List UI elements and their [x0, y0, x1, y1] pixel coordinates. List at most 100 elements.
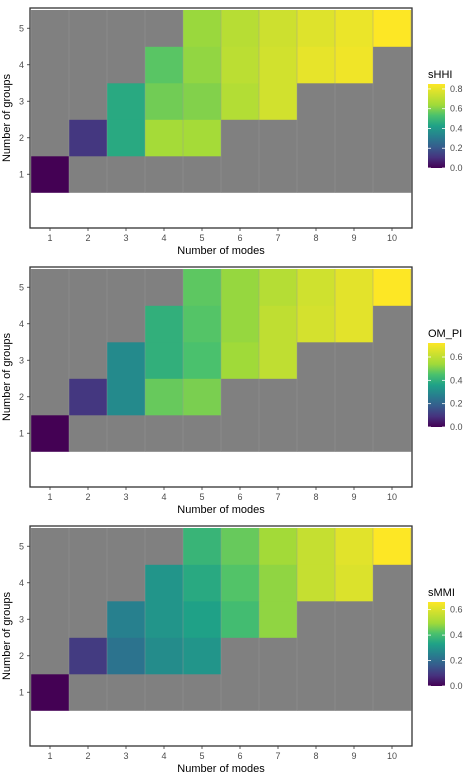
heatmap-cell-na: [31, 83, 70, 120]
x-tick-label: 10: [387, 492, 397, 502]
heatmap-cell: [297, 269, 336, 306]
heatmap-cell-na: [183, 674, 222, 711]
heatmap-cell-na: [145, 10, 184, 47]
heatmap-cell: [297, 305, 336, 343]
heatmap-cell: [69, 378, 108, 416]
heatmap-cell-na: [145, 674, 184, 711]
x-tick-label: 4: [161, 492, 166, 502]
x-tick-label: 9: [351, 233, 356, 243]
heatmap-cell: [373, 528, 412, 565]
x-tick-label: 5: [199, 751, 204, 761]
heatmap-cell: [259, 528, 298, 565]
heatmap-cell-na: [335, 415, 374, 452]
heatmap-cell-na: [373, 83, 412, 120]
heatmap-cell: [259, 83, 298, 120]
heatmap-cell-na: [373, 305, 412, 343]
heatmap-cell: [183, 10, 222, 47]
heatmap-cell: [335, 46, 374, 84]
heatmap-cell: [259, 342, 298, 379]
heatmap-cell-na: [335, 119, 374, 157]
x-axis-ticks: 1 2 3 4 5 6 7 8 9 10: [47, 746, 397, 761]
y-tick-label: 3: [19, 614, 24, 624]
heatmap-cell-na: [31, 637, 70, 675]
y-tick-label: 3: [19, 96, 24, 106]
legend-tick-label: 0.8: [450, 84, 463, 94]
y-tick-label: 2: [19, 651, 24, 661]
legend-colorbar: [428, 343, 445, 427]
heatmap-cell-na: [183, 156, 222, 193]
heatmap-cell-na: [259, 119, 298, 157]
x-tick-label: 8: [313, 751, 318, 761]
legend-ticks: 0.0 0.2 0.4 0.6 0.8: [428, 84, 463, 173]
heatmap-cell: [145, 601, 184, 638]
heatmap-cell: [145, 305, 184, 343]
x-axis-title: Number of modes: [177, 245, 265, 257]
heatmap-cell-na: [221, 415, 260, 452]
legend-tick-label: 0.6: [450, 605, 463, 615]
heatmap-cell-na: [335, 342, 374, 379]
legend-title: sMMI: [428, 587, 455, 599]
heatmap-cell-na: [69, 305, 108, 343]
heatmap-cell-na: [145, 528, 184, 565]
heatmap-cell: [69, 119, 108, 157]
heatmap-cell-na: [221, 637, 260, 675]
legend-tick-label: 0.4: [450, 123, 463, 133]
legend-tick-label: 0.2: [450, 399, 463, 409]
heatmap-cell: [335, 528, 374, 565]
heatmap-cell-na: [335, 637, 374, 675]
heatmap-cell: [335, 305, 374, 343]
x-tick-label: 1: [47, 492, 52, 502]
heatmap-cell: [183, 46, 222, 84]
x-axis-title: Number of modes: [177, 763, 265, 775]
x-tick-label: 4: [161, 233, 166, 243]
heatmap-cell: [145, 378, 184, 416]
heatmap-cell-na: [259, 415, 298, 452]
x-tick-label: 5: [199, 233, 204, 243]
legend-tick-label: 0.6: [450, 104, 463, 114]
heatmap-cell-na: [107, 528, 146, 565]
heatmap-cells: [30, 269, 412, 452]
heatmap-cell: [221, 10, 260, 47]
heatmap-cell-na: [373, 564, 412, 602]
heatmap-cell: [31, 156, 70, 193]
heatmap-cell-na: [69, 10, 108, 47]
heatmap-cell-na: [31, 342, 70, 379]
heatmap-cell-na: [31, 119, 70, 157]
heatmap-cell: [145, 83, 184, 120]
x-tick-label: 7: [275, 492, 280, 502]
heatmap-cell: [145, 564, 184, 602]
heatmap-cell: [221, 83, 260, 120]
x-tick-label: 7: [275, 751, 280, 761]
heatmap-cell: [145, 342, 184, 379]
heatmap-cell: [145, 119, 184, 157]
legend-tick-label: 0.4: [450, 630, 463, 640]
heatmap-cell: [297, 46, 336, 84]
x-tick-label: 8: [313, 492, 318, 502]
heatmap-cell-na: [31, 564, 70, 602]
x-tick-label: 2: [85, 233, 90, 243]
heatmap-cell: [335, 564, 374, 602]
legend-title: OM_PI: [428, 328, 462, 340]
heatmap-cell-na: [335, 378, 374, 416]
x-tick-label: 10: [387, 751, 397, 761]
heatmap-cell-na: [107, 305, 146, 343]
heatmap-cell-na: [107, 46, 146, 84]
heatmap-cell: [297, 10, 336, 47]
heatmap-cell-na: [297, 674, 336, 711]
x-tick-label: 10: [387, 233, 397, 243]
heatmap-cell-na: [373, 119, 412, 157]
heatmap-cell-na: [259, 637, 298, 675]
legend-tick-label: 0.4: [450, 375, 463, 385]
heatmap-cell-na: [69, 528, 108, 565]
heatmap-cell: [107, 378, 146, 416]
y-axis-title: Number of groups: [1, 591, 13, 680]
heatmap-cell: [259, 564, 298, 602]
y-axis-title: Number of groups: [1, 73, 13, 162]
legend-tick-label: 0.2: [450, 656, 463, 666]
panel-border: [29, 7, 413, 229]
heatmap-cell-na: [373, 601, 412, 638]
heatmap-cell-na: [221, 156, 260, 193]
heatmap-cell: [145, 46, 184, 84]
x-axis-ticks: 1 2 3 4 5 6 7 8 9 10: [47, 487, 397, 502]
heatmap-cell-na: [335, 156, 374, 193]
